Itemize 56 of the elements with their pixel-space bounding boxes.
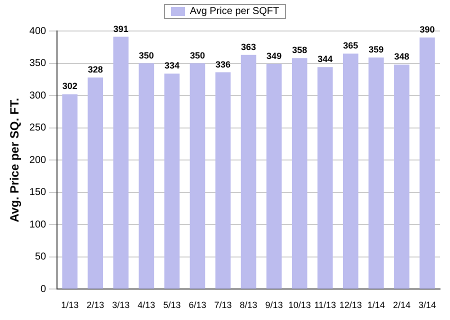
y-tick-label: 250 [29,122,47,134]
y-tick-label: 200 [29,154,47,166]
x-tick-label: 12/13 [339,300,362,310]
x-tick-label: 2/14 [392,300,410,310]
bar [215,72,231,289]
x-tick-label: 8/13 [240,300,258,310]
bar [394,64,410,289]
bar [342,54,358,289]
data-label: 390 [420,24,435,34]
x-tick-label: 3/13 [112,300,130,310]
y-tick-label: 50 [34,252,47,263]
data-label: 348 [394,52,410,62]
x-tick-label: 7/13 [214,300,232,310]
x-tick-label: 3/14 [418,300,436,310]
y-tick-label: 350 [29,58,47,70]
data-label: 358 [292,45,308,56]
x-tick-label: 10/13 [288,300,311,310]
x-tick-label: 6/13 [188,300,206,310]
y-tick-label: 150 [29,187,47,198]
bar [292,58,308,289]
bar [164,74,180,289]
data-label: 328 [88,64,103,74]
data-label: 349 [266,50,282,61]
bar [138,63,154,289]
bar [266,64,282,289]
data-label: 359 [368,44,384,54]
x-tick-label: 9/13 [265,300,283,310]
bar [368,57,384,289]
y-axis-title: Avg. Price per SQ. FT. [8,98,22,222]
data-label: 344 [318,54,333,64]
y-tick-label: 400 [29,26,47,37]
x-tick-label: 1/14 [367,300,385,310]
x-tick-label: 5/13 [163,300,181,310]
bar [88,77,104,289]
bar [317,67,333,289]
x-tick-label: 2/13 [86,300,104,310]
bar [62,94,78,289]
bar [240,54,256,289]
bar [113,36,129,289]
data-label: 365 [343,40,358,51]
y-tick-label: 300 [29,90,47,102]
data-label: 336 [216,59,231,70]
bar [190,63,206,289]
data-label: 350 [190,50,206,60]
x-tick-label: 4/13 [138,300,156,310]
data-label: 391 [113,24,128,34]
x-tick-label: 1/13 [61,300,79,310]
legend-label: Avg Price per SQFT [190,6,280,16]
x-tick-label: 11/13 [314,300,336,310]
data-label: 363 [241,42,256,52]
data-label: 350 [138,50,154,60]
bar [420,37,435,289]
y-tick-label: 0 [40,284,47,295]
y-tick-label: 100 [29,219,47,230]
data-label: 302 [62,81,78,92]
data-label: 334 [164,60,180,71]
